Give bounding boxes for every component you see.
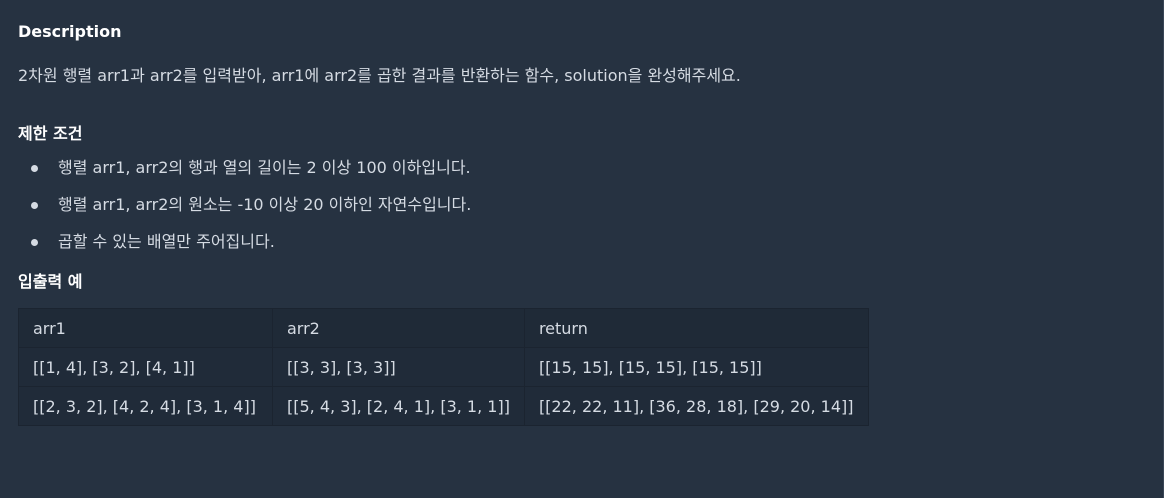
bullet-dot-icon (31, 202, 38, 209)
constraints-heading: 제한 조건 (18, 124, 83, 143)
description-text: 2차원 행렬 arr1과 arr2를 입력받아, arr1에 arr2를 곱한 … (18, 66, 741, 85)
constraint-text: 곱할 수 있는 배열만 주어집니다. (58, 232, 275, 251)
bullet-dot-icon (31, 239, 38, 246)
table-cell-arr1: [[1, 4], [3, 2], [4, 1]] (18, 347, 273, 387)
examples-heading: 입출력 예 (18, 272, 83, 291)
constraint-text: 행렬 arr1, arr2의 원소는 -10 이상 20 이하인 자연수입니다. (58, 195, 472, 214)
constraint-item: 행렬 arr1, arr2의 행과 열의 길이는 2 이상 100 이하입니다. (18, 156, 1138, 180)
table-row: [[1, 4], [3, 2], [4, 1]] [[3, 3], [3, 3]… (18, 347, 869, 387)
table-cell-arr1: [[2, 3, 2], [4, 2, 4], [3, 1, 4]] (18, 386, 273, 426)
bullet-dot-icon (31, 165, 38, 172)
column-header-arr1: arr1 (18, 308, 273, 348)
table-cell-return: [[22, 22, 11], [36, 28, 18], [29, 20, 14… (523, 386, 869, 426)
constraint-text: 행렬 arr1, arr2의 행과 열의 길이는 2 이상 100 이하입니다. (58, 158, 471, 177)
table-cell-return: [[15, 15], [15, 15], [15, 15]] (523, 347, 869, 387)
table-cell-arr2: [[5, 4, 3], [2, 4, 1], [3, 1, 1]] (272, 386, 525, 426)
problem-content: Description 2차원 행렬 arr1과 arr2를 입력받아, arr… (18, 20, 1138, 426)
column-header-arr2: arr2 (272, 308, 525, 348)
examples-table: arr1 arr2 return [[1, 4], [3, 2], [4, 1]… (18, 308, 869, 426)
description-heading: Description (18, 22, 122, 41)
constraint-item: 행렬 arr1, arr2의 원소는 -10 이상 20 이하인 자연수입니다. (18, 193, 1138, 217)
constraints-list: 행렬 arr1, arr2의 행과 열의 길이는 2 이상 100 이하입니다.… (18, 156, 1138, 254)
table-header-row: arr1 arr2 return (18, 308, 869, 348)
table-row: [[2, 3, 2], [4, 2, 4], [3, 1, 4]] [[5, 4… (18, 386, 869, 426)
constraint-item: 곱할 수 있는 배열만 주어집니다. (18, 230, 1138, 254)
column-header-return: return (523, 308, 869, 348)
table-cell-arr2: [[3, 3], [3, 3]] (272, 347, 525, 387)
